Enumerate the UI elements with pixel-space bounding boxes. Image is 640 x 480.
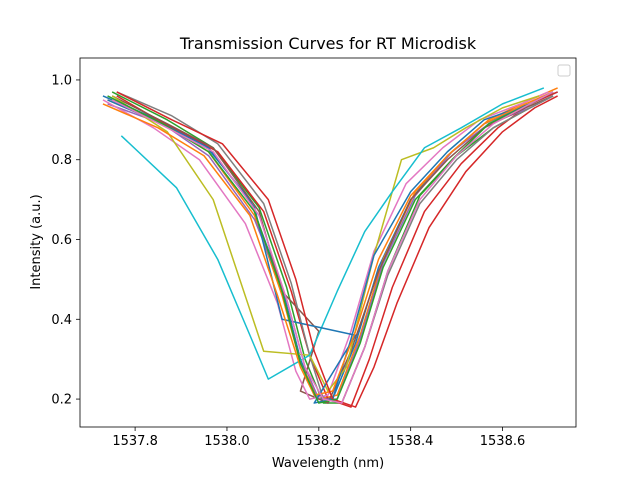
y-tick-label: 0.4 xyxy=(51,313,72,328)
series-line-12 xyxy=(102,91,554,396)
y-axis-label: Intensity (a.u.) xyxy=(29,194,44,289)
series-line-7 xyxy=(102,91,549,400)
legend-box xyxy=(557,64,571,77)
y-tick-label: 0.2 xyxy=(51,393,72,408)
series-line-6 xyxy=(111,95,554,404)
series-line-14 xyxy=(107,91,554,404)
y-tick-label: 1.0 xyxy=(51,73,72,88)
x-tick-label: 1538.6 xyxy=(480,434,526,449)
y-tick-label: 0.8 xyxy=(51,153,72,168)
y-tick-label: 0.6 xyxy=(51,233,72,248)
series-line-15 xyxy=(111,91,554,404)
x-tick-label: 1538.2 xyxy=(296,434,342,449)
chart-title: Transmission Curves for RT Microdisk xyxy=(179,34,477,53)
plot-frame xyxy=(79,57,577,428)
x-axis: 1537.8 1538.0 1538.2 1538.4 1538.6 xyxy=(112,427,525,449)
series-line-13 xyxy=(116,91,558,408)
y-axis: 0.2 0.4 0.6 0.8 1.0 xyxy=(51,73,80,408)
series-line-4 xyxy=(116,91,558,408)
series-layer xyxy=(102,87,558,408)
series-line-9 xyxy=(111,95,540,392)
x-tick-label: 1538.0 xyxy=(204,434,250,449)
x-tick-label: 1537.8 xyxy=(112,434,158,449)
x-axis-label: Wavelength (nm) xyxy=(272,456,384,471)
x-tick-label: 1538.4 xyxy=(388,434,434,449)
series-line-10 xyxy=(120,87,545,380)
